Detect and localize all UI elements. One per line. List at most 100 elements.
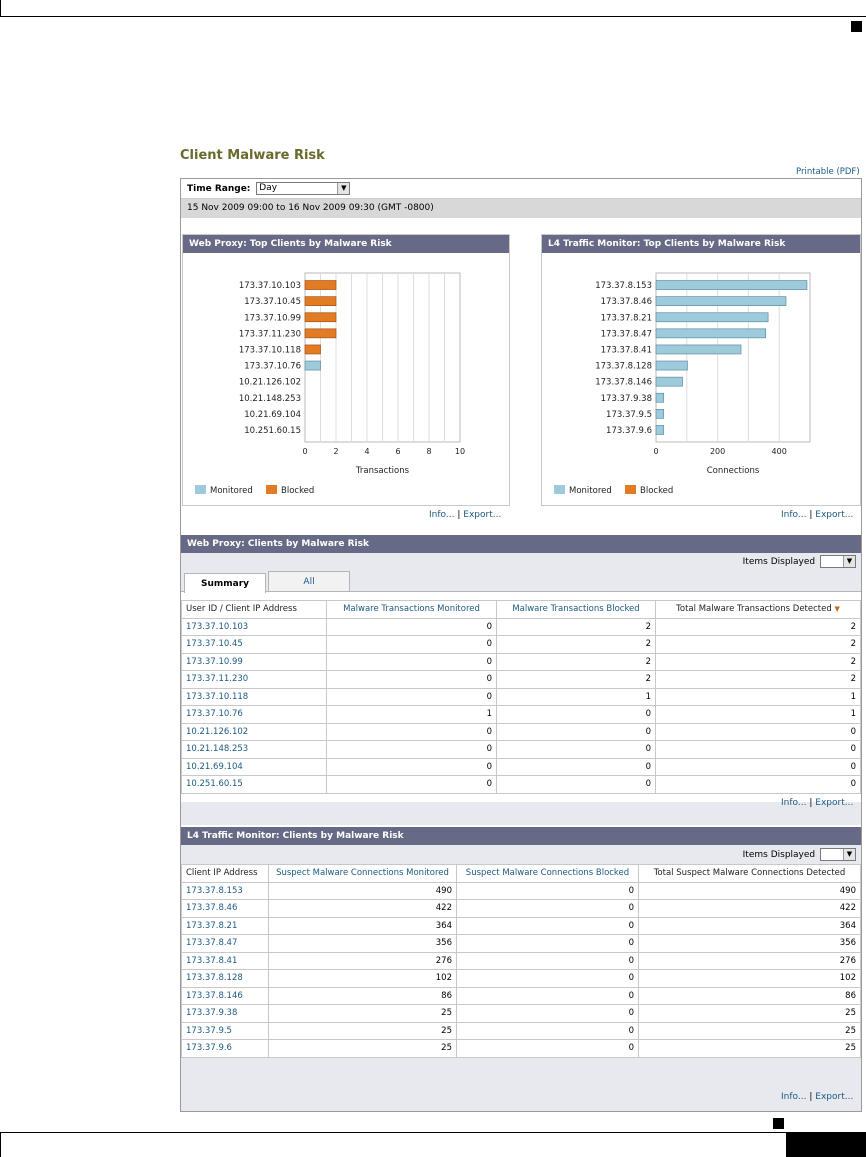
client-ip-link[interactable]: 173.37.8.153 xyxy=(181,881,269,900)
col-monitored[interactable]: Malware Transactions Monitored xyxy=(326,600,497,619)
info-link[interactable]: Info... xyxy=(429,510,455,520)
bar-blocked xyxy=(304,344,321,355)
link-separator: | xyxy=(457,510,461,520)
export-link[interactable]: Export... xyxy=(815,1092,854,1102)
category-label: 173.37.8.47 xyxy=(601,329,652,339)
bar-monitored xyxy=(655,409,665,419)
items-displayed-select[interactable]: 10 ▼ xyxy=(820,555,856,568)
col-total[interactable]: Total Suspect Malware Connections Detect… xyxy=(638,864,861,883)
client-ip-link[interactable]: 10.21.148.253 xyxy=(181,740,327,759)
x-tick-label: 0 xyxy=(653,447,658,456)
client-ip-link[interactable]: 173.37.8.47 xyxy=(181,934,269,953)
items-displayed-select[interactable]: 10 ▼ xyxy=(820,848,856,861)
category-label: 173.37.8.146 xyxy=(595,378,652,388)
cell-value: 25 xyxy=(638,1004,861,1023)
l4-chart-panel: L4 Traffic Monitor: Top Clients by Malwa… xyxy=(541,234,861,506)
col-blocked[interactable]: Suspect Malware Connections Blocked xyxy=(456,864,639,883)
client-ip-link[interactable]: 173.37.11.230 xyxy=(181,670,327,689)
legend-label-blocked: Blocked xyxy=(640,486,673,496)
legend-swatch-monitored xyxy=(554,485,565,494)
client-ip-link[interactable]: 10.21.126.102 xyxy=(181,722,327,741)
bar-monitored xyxy=(655,392,665,403)
info-link[interactable]: Info... xyxy=(781,1092,807,1102)
category-label: 10.251.60.15 xyxy=(244,426,301,436)
page-bottom-mark xyxy=(773,1118,784,1129)
client-ip-link[interactable]: 173.37.10.118 xyxy=(181,687,327,706)
client-ip-link[interactable]: 173.37.8.41 xyxy=(181,951,269,970)
tab-all[interactable]: All xyxy=(268,571,350,591)
l4-chart-links: Info... | Export... xyxy=(781,510,853,520)
client-ip-link[interactable]: 173.37.10.103 xyxy=(181,617,327,636)
report-container: Time Range: Day ▼ 15 Nov 2009 09:00 to 1… xyxy=(180,178,862,1112)
date-range-text: 15 Nov 2009 09:00 to 16 Nov 2009 09:30 (… xyxy=(187,203,434,213)
cell-value: 2 xyxy=(496,652,656,671)
client-ip-link[interactable]: 173.37.9.5 xyxy=(181,1021,269,1040)
l4-clients-table: Client IP Address Suspect Malware Connec… xyxy=(181,864,861,1058)
cell-value: 102 xyxy=(268,969,457,988)
x-tick-label: 6 xyxy=(395,447,400,456)
client-ip-link[interactable]: 10.251.60.15 xyxy=(181,775,327,794)
time-range-select[interactable]: Day ▼ xyxy=(256,182,351,195)
table-header-row: Client IP Address Suspect Malware Connec… xyxy=(181,864,861,883)
export-link[interactable]: Export... xyxy=(463,510,502,520)
col-client-ip[interactable]: Client IP Address xyxy=(181,864,269,883)
web-table-links: Info... | Export... xyxy=(781,798,853,808)
cell-value: 0 xyxy=(326,722,497,741)
cell-value: 86 xyxy=(638,986,861,1005)
x-tick-label: 200 xyxy=(710,447,725,456)
col-total-label: Total Malware Transactions Detected xyxy=(676,604,832,615)
cell-value: 422 xyxy=(638,899,861,918)
web-table-toolbar: Items Displayed 10 ▼ xyxy=(181,553,861,571)
printable-pdf-link[interactable]: Printable (PDF) xyxy=(796,167,860,177)
category-label: 173.37.10.45 xyxy=(244,297,301,307)
table-row: 173.37.10.99 0 2 2 xyxy=(181,652,861,671)
page-bottom-rule xyxy=(0,1132,866,1133)
col-user-ip[interactable]: User ID / Client IP Address xyxy=(181,600,327,619)
client-ip-link[interactable]: 173.37.8.128 xyxy=(181,969,269,988)
cell-value: 1 xyxy=(655,705,861,724)
category-label: 173.37.8.21 xyxy=(601,313,652,323)
category-label: 10.21.69.104 xyxy=(244,410,301,420)
info-link[interactable]: Info... xyxy=(781,510,807,520)
l4-table-title: L4 Traffic Monitor: Clients by Malware R… xyxy=(181,827,861,845)
client-ip-link[interactable]: 10.21.69.104 xyxy=(181,757,327,776)
col-monitored[interactable]: Suspect Malware Connections Monitored xyxy=(268,864,457,883)
web-proxy-chart-title: Web Proxy: Top Clients by Malware Risk xyxy=(183,235,509,253)
web-clients-table: User ID / Client IP Address Malware Tran… xyxy=(181,600,861,794)
tab-summary[interactable]: Summary xyxy=(184,573,266,593)
category-label: 173.37.10.99 xyxy=(244,313,301,323)
export-link[interactable]: Export... xyxy=(815,510,854,520)
table-row: 173.37.10.118 0 1 1 xyxy=(181,687,861,706)
cell-value: 0 xyxy=(655,757,861,776)
client-ip-link[interactable]: 173.37.8.46 xyxy=(181,899,269,918)
table-row: 173.37.10.103 0 2 2 xyxy=(181,617,861,636)
export-link[interactable]: Export... xyxy=(815,798,854,808)
table-row: 173.37.8.21 364 0 364 xyxy=(181,916,861,935)
cell-value: 0 xyxy=(496,705,656,724)
client-ip-link[interactable]: 173.37.8.21 xyxy=(181,916,269,935)
client-ip-link[interactable]: 173.37.10.99 xyxy=(181,652,327,671)
client-ip-link[interactable]: 173.37.9.38 xyxy=(181,1004,269,1023)
cell-value: 2 xyxy=(655,652,861,671)
table-row: 173.37.8.146 86 0 86 xyxy=(181,986,861,1005)
col-total[interactable]: Total Malware Transactions Detected ▼ xyxy=(655,600,861,619)
category-label: 173.37.8.153 xyxy=(595,281,652,291)
bar-monitored xyxy=(304,360,321,371)
cell-value: 2 xyxy=(655,617,861,636)
client-ip-link[interactable]: 173.37.9.6 xyxy=(181,1039,269,1058)
page-bottom-left-tick xyxy=(0,1132,1,1157)
info-link[interactable]: Info... xyxy=(781,798,807,808)
legend-label-monitored: Monitored xyxy=(210,486,253,496)
cell-value: 0 xyxy=(456,986,639,1005)
client-ip-link[interactable]: 173.37.10.45 xyxy=(181,635,327,654)
cell-value: 0 xyxy=(456,1039,639,1058)
bar-monitored xyxy=(655,344,742,355)
client-ip-link[interactable]: 173.37.8.146 xyxy=(181,986,269,1005)
client-ip-link[interactable]: 173.37.10.76 xyxy=(181,705,327,724)
col-blocked[interactable]: Malware Transactions Blocked xyxy=(496,600,656,619)
bar-monitored xyxy=(655,296,787,307)
bar-monitored xyxy=(655,360,688,371)
category-label: 173.37.10.76 xyxy=(244,362,301,372)
cell-value: 102 xyxy=(638,969,861,988)
x-tick-label: 400 xyxy=(772,447,787,456)
